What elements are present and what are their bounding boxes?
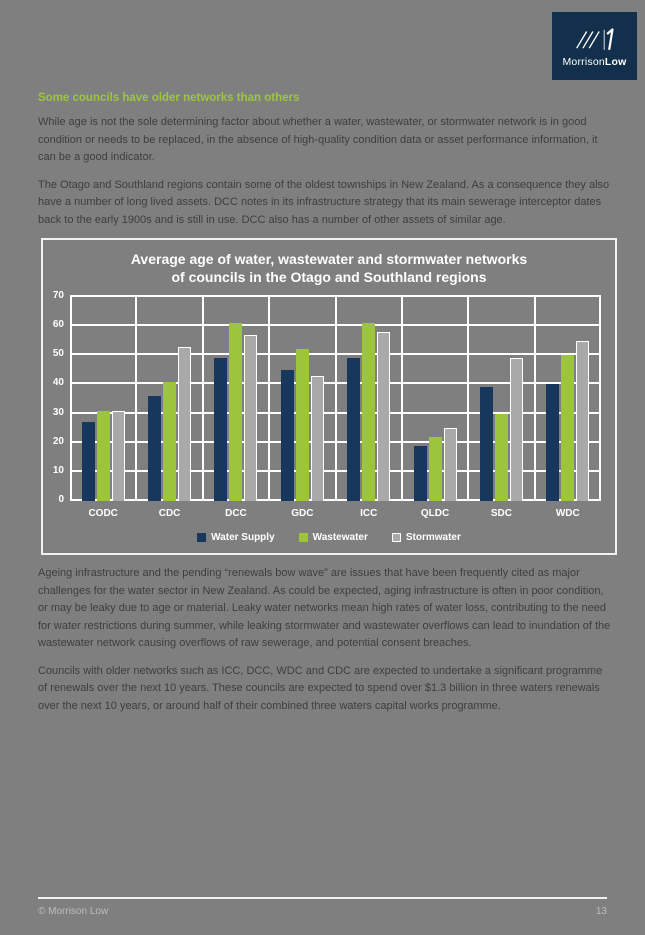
legend-label: Wastewater: [312, 532, 368, 543]
morrison-low-logo: MorrisonLow: [552, 12, 637, 80]
legend-label: Stormwater: [405, 532, 461, 543]
page-footer: © Morrison Low 13: [38, 897, 607, 917]
ml-script-icon: [575, 28, 614, 51]
y-tick-label: 70: [52, 290, 64, 301]
page-content: Some councils have older networks than o…: [38, 92, 617, 712]
category-separator-line: [268, 295, 271, 501]
bar-wastewater-cdc: [163, 381, 177, 501]
bar-water-supply-qldc: [413, 445, 427, 501]
bar-groups: [70, 295, 601, 501]
x-category-label-sdc: SDC: [490, 508, 512, 519]
bar-stormwater-gdc: [310, 375, 324, 501]
bar-stormwater-icc: [377, 331, 391, 501]
paragraph-age-indicator: While age is not the sole determining fa…: [38, 116, 598, 163]
bar-wastewater-qldc: [428, 436, 442, 501]
chart-title: Average age of water, wastewater and sto…: [130, 251, 528, 285]
axis-spacer: [43, 501, 70, 519]
bar-water-supply-dcc: [214, 358, 228, 501]
x-category-label-codc: CODC: [88, 508, 118, 519]
legend-label: Water Supply: [211, 532, 275, 543]
bar-group-dcc: [203, 295, 269, 501]
bar-wastewater-icc: [362, 323, 376, 501]
category-separator-line: [70, 295, 72, 501]
bar-water-supply-sdc: [479, 387, 493, 501]
x-category-label-wdc: WDC: [555, 508, 580, 519]
bar-stormwater-cdc: [178, 346, 192, 501]
bar-stormwater-sdc: [509, 358, 523, 501]
bar-group-sdc: [468, 295, 534, 501]
x-axis-labels: CODC CDC DCC GDC ICC QLDC SDC WDC: [70, 501, 601, 519]
bar-group-wdc: [535, 295, 601, 501]
category-separator-line: [400, 295, 403, 501]
bar-water-supply-wdc: [546, 384, 560, 501]
category-separator-line: [334, 295, 337, 501]
bar-group-qldc: [402, 295, 468, 501]
paragraph-otago-southland: The Otago and Southland regions contain …: [38, 178, 610, 226]
section-heading: Some councils have older networks than o…: [38, 92, 300, 104]
legend-item-stormwater: Stormwater: [391, 532, 461, 543]
bar-wastewater-dcc: [229, 323, 243, 501]
plot-area: [70, 295, 601, 501]
bar-water-supply-icc: [347, 358, 361, 501]
y-tick-label: 40: [52, 377, 64, 389]
legend-swatch: [391, 533, 401, 542]
logo-wordmark: MorrisonLow: [562, 56, 627, 68]
bar-water-supply-cdc: [148, 396, 162, 501]
bar-stormwater-wdc: [576, 340, 590, 501]
bar-wastewater-wdc: [561, 355, 575, 501]
x-category-label-dcc: DCC: [225, 508, 247, 519]
bar-wastewater-sdc: [494, 413, 508, 501]
y-tick-label: 0: [58, 494, 64, 505]
bar-stormwater-codc: [111, 410, 125, 501]
bar-wastewater-gdc: [295, 349, 309, 501]
y-tick-label: 60: [52, 319, 64, 331]
legend-swatch: [298, 533, 308, 542]
y-tick-label: 20: [52, 435, 64, 447]
bar-water-supply-codc: [81, 422, 95, 501]
category-separator-line: [467, 295, 470, 501]
paragraph-ageing-infrastructure: Ageing infrastructure and the pending “r…: [38, 567, 611, 649]
footer-copyright: © Morrison Low: [38, 906, 109, 917]
bar-stormwater-qldc: [443, 428, 457, 501]
category-separator-line: [599, 295, 601, 501]
y-tick-label: 10: [52, 464, 64, 476]
paragraph-renewals-programme: Councils with older networks such as ICC…: [38, 664, 603, 712]
page-number: 13: [595, 906, 607, 917]
category-separator-line: [201, 295, 204, 501]
legend-item-water-supply: Water Supply: [197, 532, 275, 543]
x-category-label-gdc: GDC: [291, 508, 314, 519]
y-tick-label: 30: [52, 406, 64, 418]
y-axis-labels: 0 10 20 30 40 50 60 70: [43, 291, 70, 505]
legend-item-wastewater: Wastewater: [298, 532, 368, 543]
y-tick-label: 50: [52, 348, 64, 360]
x-category-label-cdc: CDC: [158, 508, 181, 519]
category-separator-line: [135, 295, 138, 501]
category-separator-line: [533, 295, 536, 501]
bar-group-cdc: [136, 295, 202, 501]
legend-swatch: [197, 533, 207, 542]
average-age-bar-chart: Average age of water, wastewater and sto…: [41, 238, 617, 555]
bar-stormwater-dcc: [244, 334, 258, 501]
bar-group-codc: [70, 295, 136, 501]
x-category-label-icc: ICC: [360, 508, 378, 519]
bar-group-gdc: [269, 295, 335, 501]
bar-water-supply-gdc: [280, 369, 294, 501]
x-category-label-qldc: QLDC: [420, 508, 450, 519]
bar-group-icc: [336, 295, 402, 501]
chart-legend: Water Supply Wastewater Stormwater: [43, 532, 615, 543]
bar-wastewater-codc: [96, 410, 110, 501]
